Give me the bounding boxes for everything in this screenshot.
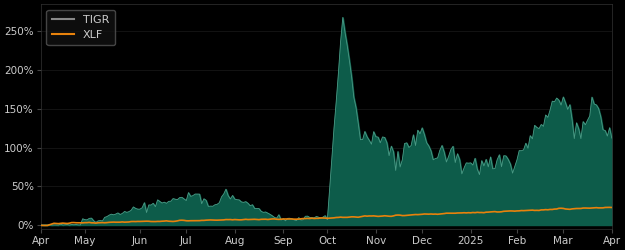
Legend: TIGR, XLF: TIGR, XLF <box>46 10 115 45</box>
